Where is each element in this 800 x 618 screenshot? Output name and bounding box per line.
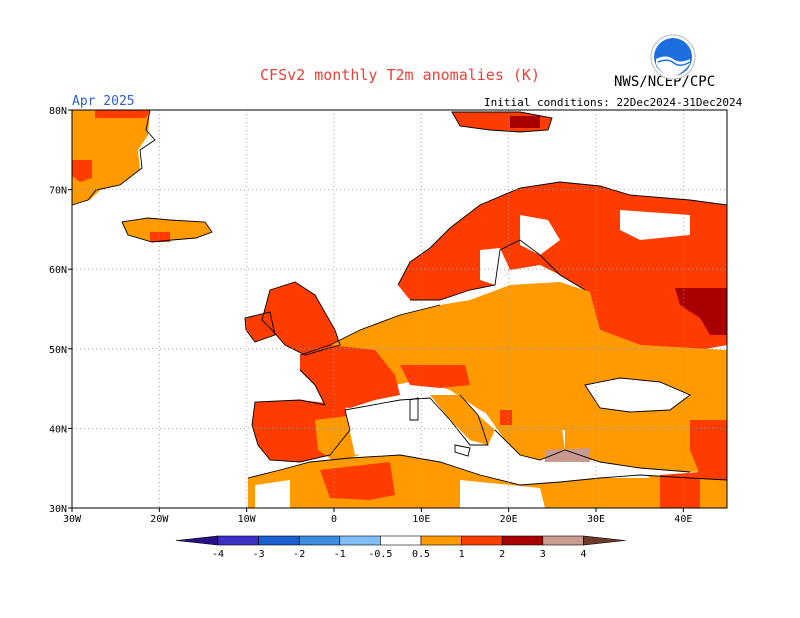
anomaly-region-north-africa-warm: [320, 462, 395, 500]
colorbar-segment: [461, 535, 503, 546]
colorbar-legend: -4 -3 -2 -1 -0.5 0.5 1 2 3 4: [175, 535, 626, 560]
anomaly-region-greenland: [72, 110, 150, 205]
initial-conditions-label: Initial conditions: 22Dec2024-31Dec2024: [484, 96, 743, 109]
anomaly-region-baltic-neutral: [480, 248, 510, 285]
anomaly-region-greenland-warm: [72, 160, 92, 182]
colorbar-level-label: -0.5: [368, 549, 392, 560]
colorbar-segment: [542, 535, 584, 546]
lat-tick-label: 70N: [49, 186, 67, 197]
lat-tick-label: 50N: [49, 345, 67, 356]
colorbar-segment: [501, 535, 544, 546]
lat-tick-label: 30N: [49, 504, 67, 515]
colorbar-segment: [217, 535, 259, 546]
colorbar-segment: [339, 535, 381, 546]
colorbar-level-label: -2: [293, 549, 305, 560]
anomaly-field: [72, 110, 727, 508]
anomaly-region-finland-neutral: [520, 215, 560, 255]
valid-month-label: Apr 2025: [72, 94, 135, 109]
colorbar-level-label: 3: [540, 549, 546, 560]
colorbar-level-label: -4: [212, 549, 224, 560]
anomaly-region-italy: [430, 395, 495, 445]
anomaly-region-britain: [262, 282, 340, 355]
anomaly-region-morocco-neutral: [255, 480, 290, 508]
colorbar-segment: [380, 535, 422, 546]
anomaly-region-iceland-warm: [150, 232, 170, 242]
chart-title: CFSv2 monthly T2m anomalies (K): [260, 66, 540, 84]
colorbar-level-label: -1: [334, 549, 346, 560]
anomaly-region-barents-neutral: [620, 210, 690, 240]
anomaly-region-ireland: [245, 312, 275, 342]
map-frame: [71, 109, 728, 509]
colorbar-segment: [258, 535, 300, 546]
lon-tick-label: 20W: [150, 514, 169, 525]
lat-tick-label: 80N: [49, 106, 67, 117]
colorbar-arrow-low: [175, 535, 219, 546]
colorbar-level-label: 0.5: [412, 549, 430, 560]
lon-tick-label: 10W: [238, 514, 257, 525]
lon-tick-label: 10E: [412, 514, 430, 525]
lon-tick-label: 30W: [63, 514, 82, 525]
anomaly-region-france: [300, 345, 400, 408]
colorbar-level-label: 1: [459, 549, 465, 560]
anomaly-region-iceland: [122, 218, 212, 242]
colorbar-level-label: 4: [580, 549, 586, 560]
noaa-logo-icon: [650, 34, 696, 80]
colorbar-level-label: -3: [253, 549, 265, 560]
lon-tick-label: 40E: [674, 514, 692, 525]
anomaly-region-adriatic-warm: [500, 410, 512, 425]
lon-tick-label: 0: [331, 514, 337, 525]
lon-tick-label: 20E: [500, 514, 518, 525]
agency-label: NWS/NCEP/CPC: [614, 74, 716, 90]
anomaly-region-levant-warm: [660, 472, 700, 508]
colorbar-segment: [420, 535, 462, 546]
coastlines: [71, 109, 728, 486]
colorbar-level-label: 2: [499, 549, 505, 560]
anomaly-region-greenland-warm-north: [95, 110, 150, 118]
anomaly-region-russia-hot: [675, 288, 727, 335]
anomaly-region-turkey: [565, 410, 727, 472]
colorbar-segment: [298, 535, 341, 546]
anomaly-region-libya-neutral: [460, 480, 545, 508]
lon-tick-label: 30E: [587, 514, 605, 525]
anomaly-region-black-sea-neutral: [585, 378, 690, 412]
anomaly-region-svalbard-hot: [510, 116, 540, 128]
colorbar-arrow-high: [583, 535, 626, 546]
lat-tick-label: 40N: [49, 424, 67, 435]
lat-tick-label: 60N: [49, 265, 67, 276]
anomaly-region-alps: [400, 365, 470, 388]
anomaly-region-turkey-hot: [545, 448, 590, 462]
